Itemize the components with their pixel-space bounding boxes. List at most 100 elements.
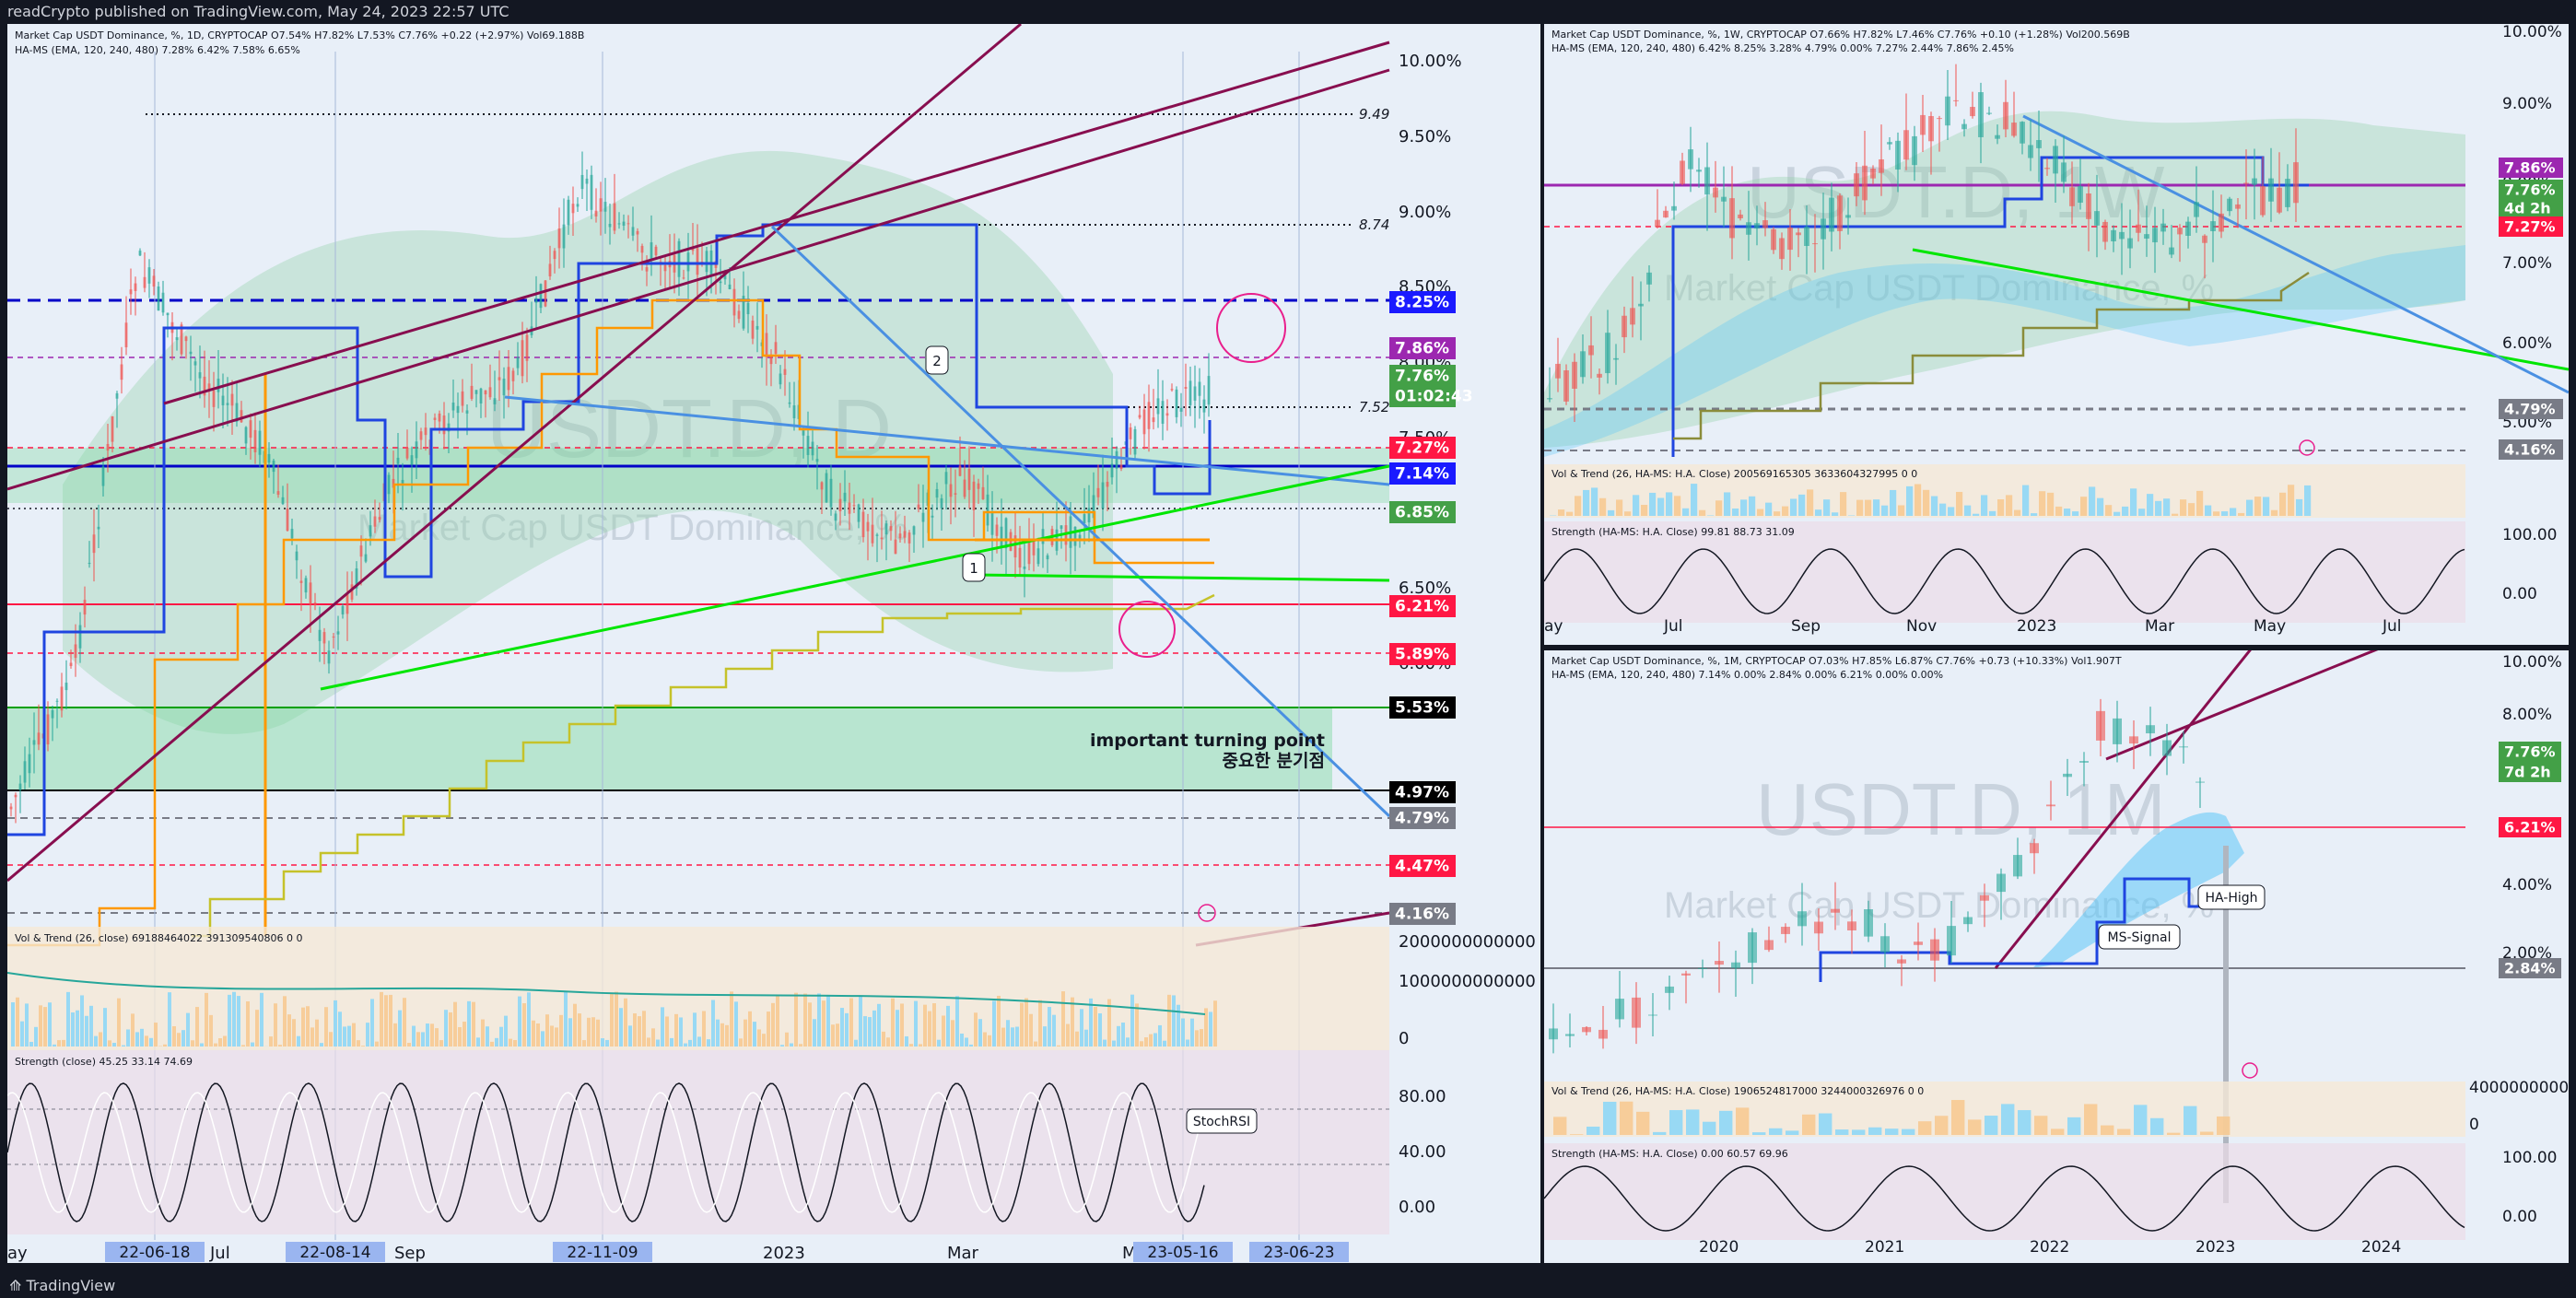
candle-body xyxy=(852,505,856,507)
strength-tick: 0.00 xyxy=(1399,1198,1435,1217)
candle-body xyxy=(534,298,538,303)
price-tick: 8.00% xyxy=(2502,706,2552,724)
footer-brand[interactable]: TradingView xyxy=(26,1277,116,1294)
candle-body xyxy=(1615,999,1624,1020)
candle-body xyxy=(2185,221,2191,236)
candle-body xyxy=(322,632,326,644)
ha-high-callout[interactable]: HA-High xyxy=(2197,884,2266,910)
vol-bar xyxy=(177,1033,181,1047)
w-strength-legend: Strength (HA-MS: H.A. Close) 99.81 88.73… xyxy=(1551,526,1795,538)
candle-body xyxy=(866,521,870,532)
candle-body xyxy=(663,264,667,272)
daily-legend-1: Market Cap USDT Dominance, %, 1D, CRYPTO… xyxy=(15,29,584,41)
weekly-chart-svg[interactable]: USDT.D, 1W Market Cap USDT Dominance, % … xyxy=(1544,24,2569,645)
candle-body xyxy=(1632,997,1641,1028)
vol-bar xyxy=(1699,509,1706,516)
candle-body xyxy=(622,221,626,226)
candle-body xyxy=(2268,178,2274,202)
candle-body xyxy=(567,199,570,226)
marker-2[interactable]: 2 xyxy=(925,345,949,375)
vol-bar xyxy=(568,1018,572,1047)
m-time-tick: 2021 xyxy=(1865,1238,1904,1257)
vol-bar xyxy=(2097,497,2104,516)
stochrsi-callout[interactable] xyxy=(1186,1108,1258,1134)
vol-bar xyxy=(707,1039,710,1047)
candle-body xyxy=(2119,231,2125,240)
candle-body xyxy=(1814,921,1823,934)
candle-body xyxy=(2235,204,2241,209)
candle-body xyxy=(1680,160,1685,184)
ms-signal-callout[interactable]: MS-Signal xyxy=(2098,924,2181,950)
vol-bar xyxy=(1061,991,1065,1047)
time-tick: Mar xyxy=(947,1244,979,1263)
monthly-chart-svg[interactable]: USDT.D, 1M Market Cap USDT Dominance, % … xyxy=(1544,650,2569,1263)
candle-body xyxy=(97,526,100,530)
vol-bar xyxy=(1852,1129,1866,1135)
monthly-chart-panel[interactable]: USDT.D, 1M Market Cap USDT Dominance, % … xyxy=(1544,650,2569,1263)
lightning-icon[interactable] xyxy=(1198,904,1216,922)
candle-body xyxy=(461,391,464,406)
vol-bar xyxy=(1633,495,1640,516)
vol-bar xyxy=(1587,1126,1600,1135)
candle-body xyxy=(60,686,64,711)
vol-bar xyxy=(1057,1045,1060,1047)
vol-bar xyxy=(813,1019,816,1047)
vol-bar xyxy=(1757,509,1764,516)
vol-bar xyxy=(532,1020,535,1047)
vol-bar xyxy=(108,1040,111,1047)
vol-bar xyxy=(992,1000,996,1047)
candle-body xyxy=(161,292,165,313)
daily-chart-svg[interactable]: USDT.D, D Market Cap USDT Dominance, % xyxy=(7,24,1540,1263)
candle-body xyxy=(1746,222,1751,235)
candle-body xyxy=(226,403,229,405)
candle-body xyxy=(2162,740,2172,756)
vol-bar xyxy=(1968,1119,1982,1135)
strength-pane xyxy=(7,1050,1389,1234)
candle-body xyxy=(1161,401,1165,424)
vol-bar xyxy=(744,1019,747,1047)
candle-body xyxy=(438,413,441,422)
marker-1[interactable]: 1 xyxy=(962,553,986,582)
weekly-chart-panel[interactable]: USDT.D, 1W Market Cap USDT Dominance, % … xyxy=(1544,24,2569,645)
vol-bar xyxy=(1566,511,1574,516)
candle-body xyxy=(2144,234,2149,240)
candle-body xyxy=(299,580,303,583)
m-lightning-icon[interactable] xyxy=(2242,1062,2258,1079)
candle-body xyxy=(1963,917,1973,925)
vol-bar xyxy=(836,1023,839,1047)
candle-body xyxy=(2152,228,2158,243)
candle-body xyxy=(774,342,778,355)
ema-480-step xyxy=(192,593,1215,938)
candle-body xyxy=(1804,226,1809,247)
price-label: 7.86% xyxy=(2499,158,2563,178)
vol-bar xyxy=(1956,491,1963,516)
candle-body xyxy=(1147,402,1151,429)
candle-body xyxy=(1688,149,1693,170)
vol-bar xyxy=(200,1043,204,1047)
daily-chart-panel[interactable]: USDT.D, D Market Cap USDT Dominance, % xyxy=(7,24,1540,1263)
candle-body xyxy=(217,379,220,392)
vol-bar xyxy=(790,1043,793,1047)
candle-body xyxy=(359,545,363,557)
vol-bar xyxy=(2238,512,2245,516)
tradingview-logo-icon[interactable]: ⟰ xyxy=(9,1277,27,1294)
candle-body xyxy=(1655,219,1660,228)
vol-bar xyxy=(937,1039,941,1047)
candle-body xyxy=(903,531,907,538)
vol-bar xyxy=(1020,1002,1024,1047)
vol-bar xyxy=(1653,1131,1667,1135)
candle-body xyxy=(387,474,391,495)
vol-bar xyxy=(1591,487,1598,516)
vol-bar xyxy=(472,1001,475,1047)
w-lightning-icon[interactable] xyxy=(2299,439,2315,456)
price-label: 7.27% xyxy=(1389,437,1456,459)
vol-tick: 2000000000000 xyxy=(1399,932,1536,952)
price-tick: 9.50% xyxy=(1399,127,1451,146)
candle-body xyxy=(1188,380,1192,405)
candle-body xyxy=(369,525,372,537)
candle-body xyxy=(1829,197,1834,232)
vol-bar xyxy=(255,1010,259,1047)
daily-watermark-sub: Market Cap USDT Dominance, % xyxy=(357,508,907,548)
vol-bar xyxy=(702,1011,706,1047)
m-vol-bars xyxy=(1553,1100,2231,1135)
